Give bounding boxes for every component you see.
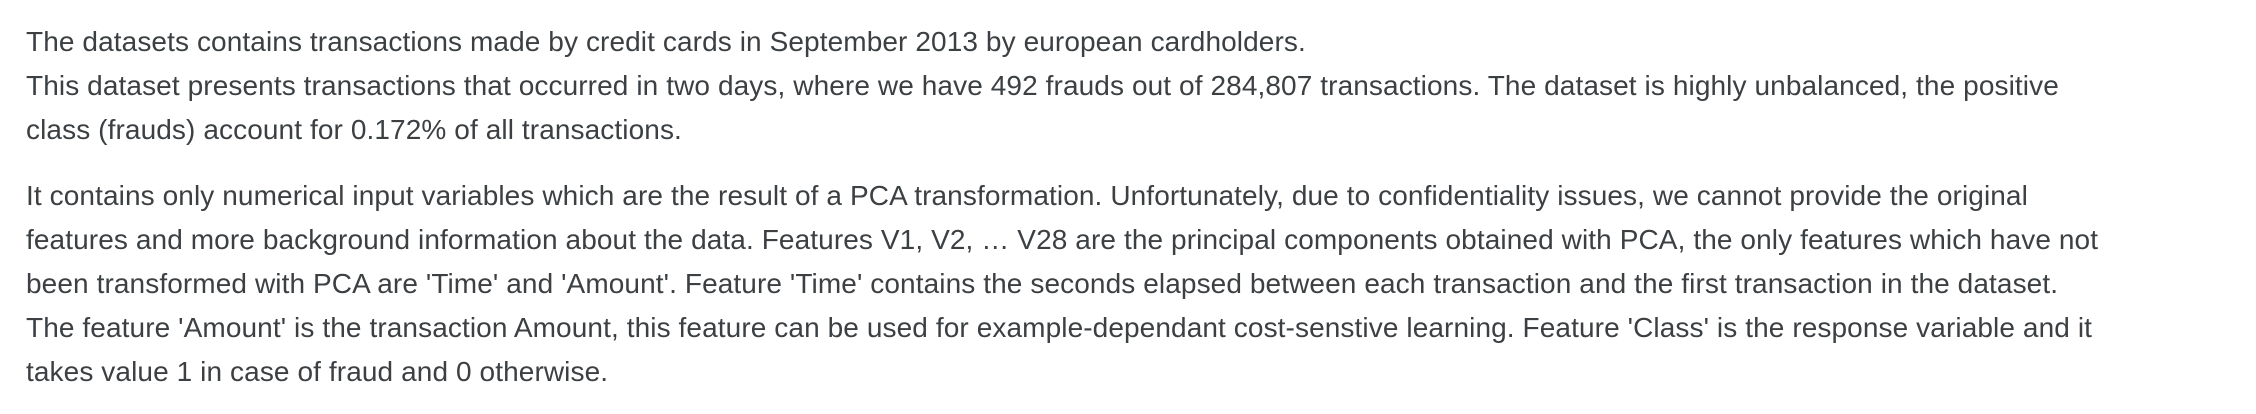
paragraph-1-line-1: The datasets contains transactions made …	[26, 26, 1306, 57]
description-paragraph-2: It contains only numerical input variabl…	[26, 174, 2230, 394]
paragraph-2-line-2: features and more background information…	[26, 224, 2099, 255]
paragraph-2-line-3: been transformed with PCA are 'Time' and…	[26, 268, 2059, 299]
paragraph-2-line-5: takes value 1 in case of fraud and 0 oth…	[26, 356, 609, 387]
dataset-description: The datasets contains transactions made …	[26, 20, 2230, 394]
paragraph-1-line-2: This dataset presents transactions that …	[26, 70, 2059, 101]
paragraph-2-line-4: The feature 'Amount' is the transaction …	[26, 312, 2093, 343]
description-paragraph-1: The datasets contains transactions made …	[26, 20, 2230, 152]
paragraph-1-line-3: class (frauds) account for 0.172% of all…	[26, 114, 682, 145]
paragraph-2-line-1: It contains only numerical input variabl…	[26, 180, 2028, 211]
